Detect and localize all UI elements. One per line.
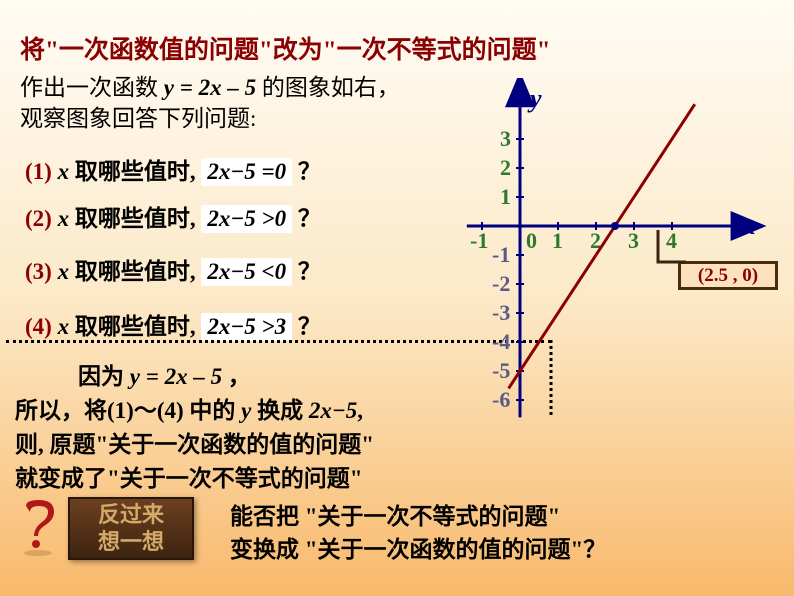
- svg-text:1: 1: [552, 228, 563, 253]
- svg-text:1: 1: [500, 184, 511, 209]
- body-line3: 则, 原题"关于一次函数的值的问题": [15, 425, 374, 459]
- coordinate-graph: -101234123-1-2-3-4-5-6xy: [466, 78, 784, 418]
- q1-expr: 2x−5 =0: [201, 158, 292, 186]
- svg-text:-1: -1: [492, 242, 510, 267]
- svg-text:3: 3: [500, 126, 511, 151]
- q3-num: (3): [25, 259, 52, 284]
- title-prefix: 将: [20, 37, 45, 64]
- svg-text:0: 0: [526, 228, 537, 253]
- svg-text:-1: -1: [470, 228, 488, 253]
- question-3: (3) x 取哪些值时, 2x−5 <0 ？: [25, 252, 321, 286]
- question-2: (2) x 取哪些值时, 2x−5 >0 ？: [25, 199, 321, 233]
- q1-num: (1): [25, 159, 52, 184]
- think-box: 反过来 想一想: [68, 497, 194, 560]
- equation: y = 2x – 5: [164, 75, 256, 100]
- title-mid: 改为: [273, 37, 323, 64]
- svg-text:2: 2: [500, 155, 511, 180]
- body-line6: 变换成 "关于一次函数的值的问题"？: [230, 530, 606, 564]
- q4-expr: 2x−5 >3: [201, 313, 292, 341]
- point-callout: (2.5 , 0): [678, 261, 778, 290]
- callout-connector: [652, 230, 692, 266]
- title-line: 将"一次函数值的问题"改为"一次不等式的问题": [20, 30, 551, 66]
- svg-text:-4: -4: [492, 329, 510, 354]
- svg-text:y: y: [527, 84, 542, 113]
- title-quote1: "一次函数值的问题": [45, 37, 273, 64]
- svg-text:3: 3: [628, 228, 639, 253]
- question-4: (4) x 取哪些值时, 2x−5 >3 ？: [25, 307, 321, 341]
- body-line5: 能否把 "关于一次不等式的问题": [230, 497, 560, 531]
- svg-text:-5: -5: [492, 358, 510, 383]
- svg-text:-2: -2: [492, 271, 510, 296]
- dotted-vertical: [549, 340, 555, 418]
- title-quote2: "一次不等式的问题": [323, 37, 551, 64]
- body-line2: 所以，将(1)～(4) 中的 y 换成 2x−5,: [15, 391, 363, 425]
- think-line1: 反过来: [98, 502, 164, 528]
- intro-line1: 作出一次函数 y = 2x – 5 的图象如右，: [20, 68, 400, 102]
- think-line2: 想一想: [98, 529, 164, 555]
- body-line4: 就变成了"关于一次不等式的问题": [15, 459, 363, 493]
- svg-text:-6: -6: [492, 387, 510, 412]
- svg-text:-3: -3: [492, 300, 510, 325]
- body-line1: 因为 y = 2x – 5 ，: [78, 357, 251, 391]
- question-1: (1) x 取哪些值时, 2x−5 =0 ？: [25, 152, 321, 186]
- q2-expr: 2x−5 >0: [201, 205, 292, 233]
- point-label: (2.5 , 0): [698, 265, 758, 287]
- svg-text:x: x: [742, 211, 756, 240]
- question-mark-icon: [14, 500, 64, 556]
- q3-expr: 2x−5 <0: [201, 258, 292, 286]
- q4-num: (4): [25, 314, 52, 339]
- intro-line2: 观察图象回答下列问题:: [20, 99, 256, 133]
- q2-num: (2): [25, 206, 52, 231]
